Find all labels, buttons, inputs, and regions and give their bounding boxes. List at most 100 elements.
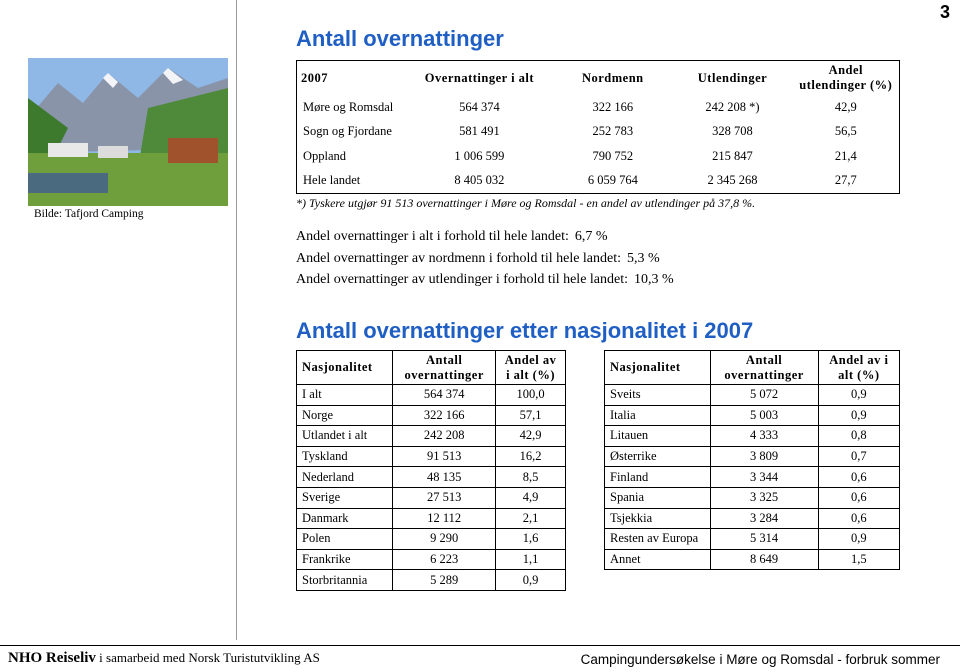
footer-right: Campingundersøkelse i Møre og Romsdal - … (580, 652, 940, 667)
cell: 3 325 (709, 486, 819, 509)
header-cell: Nasjonalitet (295, 350, 394, 385)
cell: 322 166 (592, 99, 634, 114)
cell: 1,6 (495, 528, 566, 550)
header-cell: Antall overnattinger (709, 350, 819, 385)
cell: Litauen (604, 425, 711, 447)
cell: 0,6 (817, 486, 901, 509)
share-row: Andel overnattinger i alt i forhold til … (296, 229, 674, 251)
divider (236, 0, 237, 640)
page-title: Antall overnattinger (296, 26, 504, 51)
cell: 5 314 (709, 528, 819, 550)
share-value: 5,3 % (627, 250, 660, 266)
cell: 8 405 032 (454, 173, 505, 188)
header-cell: Nordmenn (581, 70, 644, 85)
cell: 3 809 (709, 445, 819, 468)
cell: 8,5 (495, 466, 566, 488)
header-row: Nasjonalitet Antall overnattinger Andel av… (604, 350, 901, 385)
cell: Tyskland (295, 445, 394, 468)
cell: Nederland (295, 466, 394, 488)
cell: 42,9 (495, 425, 566, 447)
cell: 0,6 (817, 507, 901, 530)
cell: Oppland (303, 148, 347, 163)
cell: Tsjekkia (604, 507, 711, 530)
cell: Østerrike (604, 445, 711, 468)
header-cell: Andel av i alt (%) (817, 350, 901, 385)
cell: 4 333 (709, 425, 819, 447)
share-value: 6,7 % (574, 229, 608, 244)
photo (28, 58, 228, 206)
share-row: Andel overnattinger av nordmenn i forhol… (296, 251, 674, 273)
cell: 5 072 (709, 384, 819, 406)
cell: 57,1 (495, 404, 566, 427)
row: Utlandet i alt 242 208 42,9 (295, 425, 566, 447)
cell: Resten av Europa (604, 528, 711, 550)
cell: 27,7 (834, 173, 857, 188)
cell: 790 752 (592, 148, 634, 163)
cell: 5 003 (709, 404, 819, 427)
cell: Utlandet i alt (295, 425, 394, 447)
row: Frankrike 6 223 1,1 (295, 548, 566, 571)
header-row: 2007 Overnattinger i alt Nordmenn Utlending… (297, 61, 900, 96)
row: Oppland 1 006 599 790 752 215 847 21,4 (297, 144, 900, 169)
row: Litauen 4 333 0,8 (604, 425, 901, 447)
footer-rule (0, 645, 960, 646)
cell: Sveits (604, 384, 711, 406)
cell: 12 112 (392, 507, 497, 530)
share-row: Andel overnattinger av utlendinger i for… (296, 272, 674, 294)
cell: 2,1 (495, 507, 566, 530)
cell: Italia (604, 404, 711, 427)
row: Annet 8 649 1,5 (604, 548, 901, 571)
nationality-table-right: Nasjonalitet Antall overnattinger Andel av… (604, 350, 901, 571)
row: Østerrike 3 809 0,7 (604, 445, 901, 468)
cell: 581 491 (459, 124, 500, 139)
cell: 42,9 (834, 99, 857, 114)
header-cell: 2007 (301, 70, 328, 85)
cell: Frankrike (295, 548, 394, 571)
cell: 0,9 (817, 384, 901, 406)
footer-partner: i samarbeid med Norsk Turistutvikling AS (95, 650, 320, 665)
cell: 21,4 (834, 148, 857, 163)
row: Danmark 12 112 2,1 (295, 507, 566, 530)
header-cell: Andel av i alt (%) (495, 350, 566, 385)
row: Polen 9 290 1,6 (295, 528, 566, 550)
cell: 1,1 (495, 548, 566, 571)
row: Spania 3 325 0,6 (604, 486, 901, 509)
cell: 16,2 (495, 445, 566, 468)
cell: 564 374 (459, 99, 500, 114)
cell: 322 166 (392, 404, 497, 427)
cell: 1 006 599 (454, 148, 505, 163)
cell: Norge (295, 404, 394, 427)
row: Norge 322 166 57,1 (295, 404, 566, 427)
cell: Sverige (295, 486, 394, 509)
cell: Hele landet (303, 173, 361, 188)
shares: Andel overnattinger i alt i forhold til … (296, 229, 674, 294)
row: Nederland 48 135 8,5 (295, 466, 566, 488)
cell: 215 847 (712, 148, 753, 163)
cell: Finland (604, 466, 711, 488)
row: Sverige 27 513 4,9 (295, 486, 566, 509)
header-cell: Andel utlendinger (%) (799, 63, 893, 92)
cell: 56,5 (834, 124, 857, 139)
section-title: Antall overnattinger etter nasjonalitet … (296, 318, 754, 343)
cell: Polen (295, 528, 394, 550)
cell: 27 513 (392, 486, 497, 509)
cell: Møre og Romsdal (303, 99, 394, 114)
cell: 564 374 (392, 384, 497, 406)
nationality-table-left: Nasjonalitet Antall overnattinger Andel av… (295, 350, 566, 591)
row: Sveits 5 072 0,9 (604, 384, 901, 406)
row: Resten av Europa 5 314 0,9 (604, 528, 901, 550)
cell: 0,8 (817, 425, 901, 447)
cell: 242 208 *) (705, 99, 760, 114)
row: Sogn og Fjordane 581 491 252 783 328 708 56,… (297, 120, 900, 145)
cell: Annet (604, 548, 711, 571)
cell: Spania (604, 486, 711, 509)
footer-left: NHO Reiseliv i samarbeid med Norsk Turis… (8, 650, 320, 667)
cell: 4,9 (495, 486, 566, 509)
cell: 5 289 (392, 569, 497, 591)
cell: 0,9 (817, 528, 901, 550)
cell: 100,0 (495, 384, 566, 406)
cell: 1,5 (817, 548, 901, 571)
cell: 0,9 (495, 569, 566, 591)
cell: 9 290 (392, 528, 497, 550)
